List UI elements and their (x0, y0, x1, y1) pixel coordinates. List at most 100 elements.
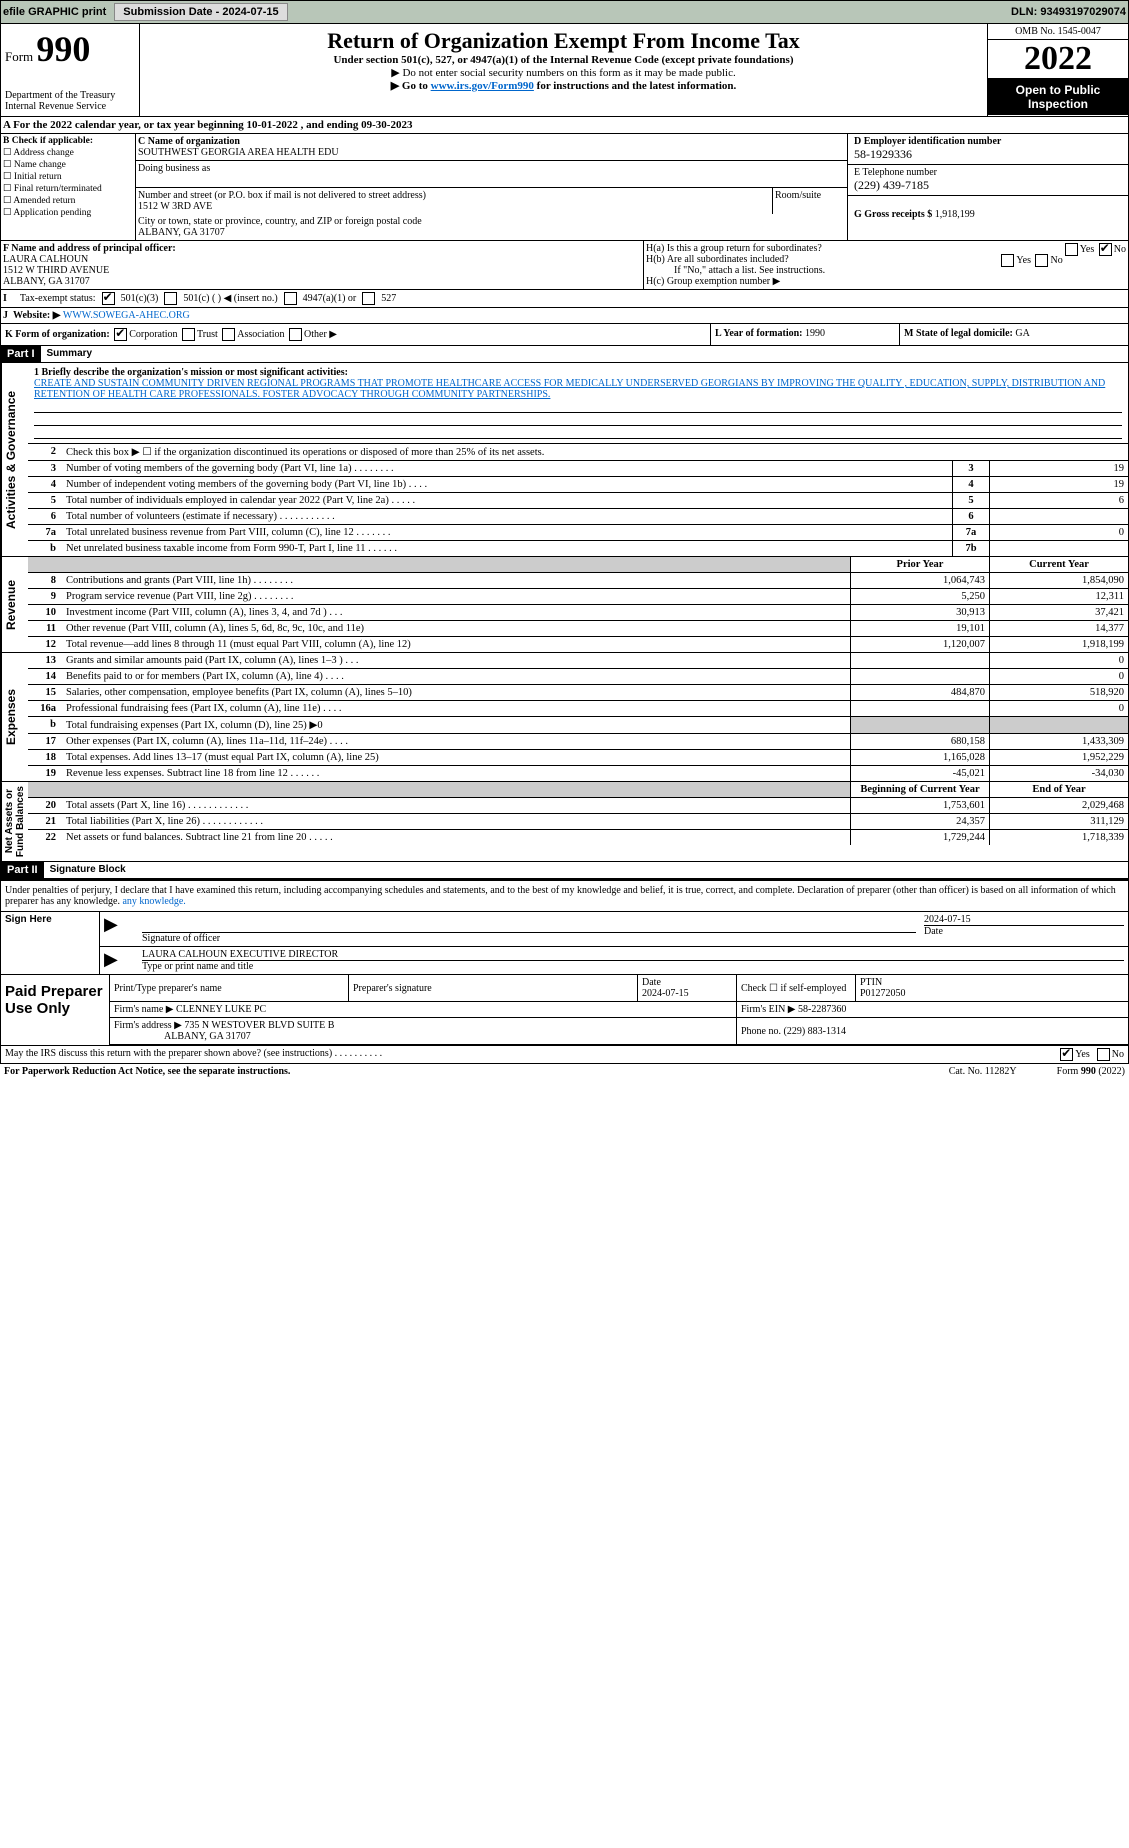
col-h: H(a) Is this a group return for subordin… (644, 241, 1128, 289)
sidebar-revenue: Revenue (1, 557, 28, 652)
part1-revenue: Revenue Prior YearCurrent Year 8Contribu… (0, 557, 1129, 653)
cy-15: 518,920 (990, 685, 1129, 701)
section-fh: F Name and address of principal officer:… (0, 241, 1129, 290)
tax-year: 2022 (988, 40, 1128, 79)
part1-netassets: Net Assets or Fund Balances Beginning of… (0, 782, 1129, 862)
ey-22: 1,718,339 (990, 830, 1129, 846)
cb-4947[interactable] (284, 292, 297, 305)
open-inspection: Open to Public Inspection (988, 79, 1128, 115)
paid-preparer-label: Paid Preparer Use Only (1, 975, 110, 1045)
hb-no[interactable] (1035, 254, 1048, 267)
cb-corp[interactable] (114, 328, 127, 341)
sign-here-label: Sign Here (1, 912, 100, 975)
firm-phone: (229) 883-1314 (784, 1026, 847, 1037)
street-address: 1512 W 3RD AVE (138, 201, 212, 212)
signature-block: Under penalties of perjury, I declare th… (0, 879, 1129, 975)
subtitle-2: ▶ Do not enter social security numbers o… (144, 66, 983, 79)
prep-date: 2024-07-15 (642, 988, 689, 999)
mission: 1 Briefly describe the organization's mi… (28, 363, 1128, 443)
py-10: 30,913 (851, 605, 990, 621)
cb-app-pending[interactable]: ☐ Application pending (3, 207, 133, 218)
cb-amended-return[interactable]: ☐ Amended return (3, 195, 133, 206)
form-title: Return of Organization Exempt From Incom… (144, 28, 983, 54)
by-20: 1,753,601 (851, 798, 990, 814)
cb-501c[interactable] (164, 292, 177, 305)
cy-9: 12,311 (990, 589, 1129, 605)
col-deg: D Employer identification number58-19293… (847, 134, 1128, 240)
subtitle-3: ▶ Go to www.irs.gov/Form990 for instruct… (144, 79, 983, 92)
arrow-icon: ▶ (104, 914, 118, 934)
table-revenue: Prior YearCurrent Year 8Contributions an… (28, 557, 1128, 652)
val-4: 19 (990, 477, 1129, 493)
ey-20: 2,029,468 (990, 798, 1129, 814)
cb-assoc[interactable] (222, 328, 235, 341)
efile-label: efile GRAPHIC print (3, 6, 106, 18)
ha-no[interactable] (1099, 243, 1112, 256)
org-name: SOUTHWEST GEORGIA AREA HEALTH EDU (138, 147, 339, 158)
py-8: 1,064,743 (851, 573, 990, 589)
submission-date-btn[interactable]: Submission Date - 2024-07-15 (114, 3, 287, 21)
hb-yes[interactable] (1001, 254, 1014, 267)
cb-final-return[interactable]: ☐ Final return/terminated (3, 183, 133, 194)
gross-receipts: G Gross receipts $ 1,918,199 (848, 196, 1128, 222)
py-19: -45,021 (851, 766, 990, 782)
table-governance: 2Check this box ▶ ☐ if the organization … (28, 443, 1128, 556)
py-11: 19,101 (851, 621, 990, 637)
part1-body: Activities & Governance 1 Briefly descri… (0, 363, 1129, 557)
ein: 58-1929336 (854, 147, 912, 161)
ey-21: 311,129 (990, 814, 1129, 830)
irs-link[interactable]: www.irs.gov/Form990 (431, 80, 534, 92)
cb-other[interactable] (289, 328, 302, 341)
col-c: C Name of organizationSOUTHWEST GEORGIA … (136, 134, 847, 240)
state-domicile: GA (1015, 328, 1029, 339)
py-13 (851, 653, 990, 669)
omb-number: OMB No. 1545-0047 (988, 24, 1128, 40)
val-7b (990, 541, 1129, 557)
discuss-row: May the IRS discuss this return with the… (0, 1046, 1129, 1064)
paid-preparer: Paid Preparer Use Only Print/Type prepar… (0, 975, 1129, 1046)
cy-17: 1,433,309 (990, 734, 1129, 750)
phone: (229) 439-7185 (854, 178, 929, 192)
firm-ein: 58-2287360 (798, 1004, 846, 1015)
subtitle-1: Under section 501(c), 527, or 4947(a)(1)… (144, 54, 983, 66)
year-formation: 1990 (805, 328, 825, 339)
py-17: 680,158 (851, 734, 990, 750)
any-knowledge-link[interactable]: any knowledge. (122, 896, 185, 907)
cb-name-change[interactable]: ☐ Name change (3, 159, 133, 170)
declaration: Under penalties of perjury, I declare th… (1, 881, 1128, 911)
row-klm: K Form of organization: Corporation Trus… (0, 324, 1129, 346)
website-link[interactable]: WWW.SOWEGA-AHEC.ORG (63, 310, 190, 321)
discuss-yes[interactable] (1060, 1048, 1073, 1061)
cb-501c3[interactable] (102, 292, 115, 305)
cy-8: 1,854,090 (990, 573, 1129, 589)
part1-expenses: Expenses 13Grants and similar amounts pa… (0, 653, 1129, 782)
val-3: 19 (990, 461, 1129, 477)
efile-topbar: efile GRAPHIC print Submission Date - 20… (0, 0, 1129, 24)
mission-text[interactable]: CREATE AND SUSTAIN COMMUNITY DRIVEN REGI… (34, 378, 1105, 400)
cy-14: 0 (990, 669, 1129, 685)
footer: For Paperwork Reduction Act Notice, see … (0, 1064, 1129, 1079)
cy-11: 14,377 (990, 621, 1129, 637)
table-netassets: Beginning of Current YearEnd of Year 20T… (28, 782, 1128, 845)
py-15: 484,870 (851, 685, 990, 701)
py-18: 1,165,028 (851, 750, 990, 766)
val-6 (990, 509, 1129, 525)
form-header: Form 990 Department of the Treasury Inte… (0, 24, 1129, 117)
dln: DLN: 93493197029074 (1011, 6, 1126, 18)
py-16a (851, 701, 990, 717)
py-9: 5,250 (851, 589, 990, 605)
cb-trust[interactable] (182, 328, 195, 341)
part2-header: Part IISignature Block (0, 862, 1129, 879)
py-14 (851, 669, 990, 685)
ha-yes[interactable] (1065, 243, 1078, 256)
cb-527[interactable] (362, 292, 375, 305)
cb-address-change[interactable]: ☐ Address change (3, 147, 133, 158)
dept-treasury: Department of the Treasury Internal Reve… (5, 90, 135, 112)
by-21: 24,357 (851, 814, 990, 830)
cb-initial-return[interactable]: ☐ Initial return (3, 171, 133, 182)
discuss-no[interactable] (1097, 1048, 1110, 1061)
sidebar-netassets: Net Assets or Fund Balances (1, 782, 28, 861)
sidebar-activities: Activities & Governance (1, 363, 28, 556)
col-b: B Check if applicable: ☐ Address change … (1, 134, 136, 240)
val-7a: 0 (990, 525, 1129, 541)
